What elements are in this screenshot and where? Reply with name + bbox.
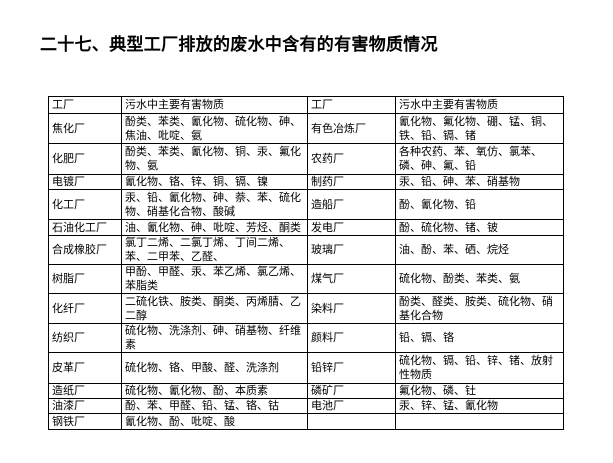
table-row: 皮革厂 硫化物、铬、甲酸、醛、洗涤剂 铅锌厂 硫化物、镉、铅、锌、锗、放射性物质 [48, 352, 564, 384]
substances-cell: 酚类、醛类、胺类、硫化物、硝基化合物 [395, 293, 564, 324]
table-header-row: 工厂 污水中主要有害物质 工厂 污水中主要有害物质 [48, 96, 564, 114]
factory-cell: 合成橡胶厂 [48, 235, 122, 265]
table-row: 油漆厂 酚、苯、甲醛、铅、锰、铬、钴 电池厂 汞、锌、锰、氰化物 [48, 398, 564, 414]
substances-cell: 酚类、苯类、氰化物、硫化物、砷、焦油、吡啶、氨 [121, 113, 308, 144]
table-row: 化纤厂 二硫化铁、胺类、酮类、丙烯腈、乙二醇 染料厂 酚类、醛类、胺类、硫化物、硝基化… [48, 293, 564, 324]
substances-cell: 二硫化铁、胺类、酮类、丙烯腈、乙二醇 [121, 293, 308, 324]
header-substances: 污水中主要有害物质 [395, 96, 564, 114]
substances-cell: 各种农药、苯、氧仿、氯苯、磷、砷、氟、铅 [395, 143, 564, 175]
page-title: 二十七、典型工厂排放的废水中含有的有害物质情况 [40, 35, 438, 55]
factory-cell: 油漆厂 [48, 398, 122, 414]
table-row: 造纸厂 硫化物、氰化物、酚、本质素 磷矿厂 氟化物、磷、钍 [48, 383, 564, 399]
substances-cell: 甲酚、甲醛、汞、苯乙烯、氯乙烯、苯脂类 [121, 264, 308, 294]
substances-cell: 硫化物、酚类、苯类、氨 [395, 264, 564, 294]
factory-cell: 纺织厂 [48, 323, 122, 353]
factory-cell: 铅锌厂 [307, 352, 396, 384]
substances-cell: 汞、铅、氰化物、砷、萘、苯、硫化物、硝基化合物、酸碱 [121, 189, 308, 220]
table-row: 钢铁厂 氰化物、酚、吡啶、酸 [48, 413, 564, 430]
substances-cell: 油、氰化物、砷、吡啶、芳烃、酮类 [121, 219, 308, 236]
table-row: 石油化工厂 油、氰化物、砷、吡啶、芳烃、酮类 发电厂 酚、硫化物、锗、铍 [48, 219, 564, 236]
factory-cell: 皮革厂 [48, 352, 122, 384]
substances-cell: 氟化物、磷、钍 [395, 383, 564, 399]
substances-cell: 氰化物、氟化物、硼、锰、铜、铁、铅、镉、锗 [395, 113, 564, 144]
factory-cell: 发电厂 [307, 219, 396, 236]
factory-cell: 电池厂 [307, 398, 396, 414]
substances-cell: 硫化物、铬、甲酸、醛、洗涤剂 [121, 352, 308, 384]
substances-cell: 铅、镉、铬 [395, 323, 564, 353]
substances-cell: 酚类、苯类、氰化物、铜、汞、氟化物、氨 [121, 143, 308, 175]
factory-cell: 石油化工厂 [48, 219, 122, 236]
factory-cell: 染料厂 [307, 293, 396, 324]
substances-cell: 硫化物、氰化物、酚、本质素 [121, 383, 308, 399]
table-row: 纺织厂 硫化物、洗涤剂、砷、硝基物、纤维素 颜料厂 铅、镉、铬 [48, 323, 564, 353]
table-row: 焦化厂 酚类、苯类、氰化物、硫化物、砷、焦油、吡啶、氨 有色冶炼厂 氰化物、氟化物、硼… [48, 113, 564, 144]
substances-cell: 氯丁二烯、二氯丁烯、丁间二烯、苯、二甲苯、乙醛、 [121, 235, 308, 265]
substances-cell: 硫化物、镉、铅、锌、锗、放射性物质 [395, 352, 564, 384]
table-row: 化工厂 汞、铅、氰化物、砷、萘、苯、硫化物、硝基化合物、酸碱 造船厂 酚、氰化物、铅 [48, 189, 564, 220]
table-row: 树脂厂 甲酚、甲醛、汞、苯乙烯、氯乙烯、苯脂类 煤气厂 硫化物、酚类、苯类、氨 [48, 264, 564, 294]
substances-cell: 酚、苯、甲醛、铅、锰、铬、钴 [121, 398, 308, 414]
factory-cell: 电镀厂 [48, 174, 122, 190]
table-row: 合成橡胶厂 氯丁二烯、二氯丁烯、丁间二烯、苯、二甲苯、乙醛、 玻璃厂 油、酚、苯、硒、… [48, 235, 564, 265]
factory-cell: 制药厂 [307, 174, 396, 190]
substances-cell: 酚、氰化物、铅 [395, 189, 564, 220]
factory-cell: 造船厂 [307, 189, 396, 220]
table-row: 电镀厂 氰化物、铬、锌、铜、镉、镍 制药厂 汞、铅、砷、苯、硝基物 [48, 174, 564, 190]
substances-cell [395, 413, 564, 430]
factory-cell: 玻璃厂 [307, 235, 396, 265]
wastewater-table: 工厂 污水中主要有害物质 工厂 污水中主要有害物质 焦化厂 酚类、苯类、氰化物、硫… [48, 96, 564, 430]
header-factory: 工厂 [307, 96, 396, 114]
factory-cell: 化纤厂 [48, 293, 122, 324]
factory-cell: 树脂厂 [48, 264, 122, 294]
substances-cell: 氰化物、铬、锌、铜、镉、镍 [121, 174, 308, 190]
substances-cell: 汞、锌、锰、氰化物 [395, 398, 564, 414]
substances-cell: 汞、铅、砷、苯、硝基物 [395, 174, 564, 190]
factory-cell: 煤气厂 [307, 264, 396, 294]
header-substances: 污水中主要有害物质 [121, 96, 308, 114]
factory-cell: 颜料厂 [307, 323, 396, 353]
factory-cell: 造纸厂 [48, 383, 122, 399]
substances-cell: 油、酚、苯、硒、烷烃 [395, 235, 564, 265]
substances-cell: 硫化物、洗涤剂、砷、硝基物、纤维素 [121, 323, 308, 353]
substances-cell: 酚、硫化物、锗、铍 [395, 219, 564, 236]
factory-cell: 有色冶炼厂 [307, 113, 396, 144]
factory-cell: 钢铁厂 [48, 413, 122, 430]
factory-cell: 焦化厂 [48, 113, 122, 144]
factory-cell: 磷矿厂 [307, 383, 396, 399]
factory-cell: 化肥厂 [48, 143, 122, 175]
substances-cell: 氰化物、酚、吡啶、酸 [121, 413, 308, 430]
factory-cell: 农药厂 [307, 143, 396, 175]
factory-cell: 化工厂 [48, 189, 122, 220]
header-factory: 工厂 [48, 96, 122, 114]
factory-cell [307, 413, 396, 430]
table-row: 化肥厂 酚类、苯类、氰化物、铜、汞、氟化物、氨 农药厂 各种农药、苯、氧仿、氯苯、磷、… [48, 143, 564, 175]
